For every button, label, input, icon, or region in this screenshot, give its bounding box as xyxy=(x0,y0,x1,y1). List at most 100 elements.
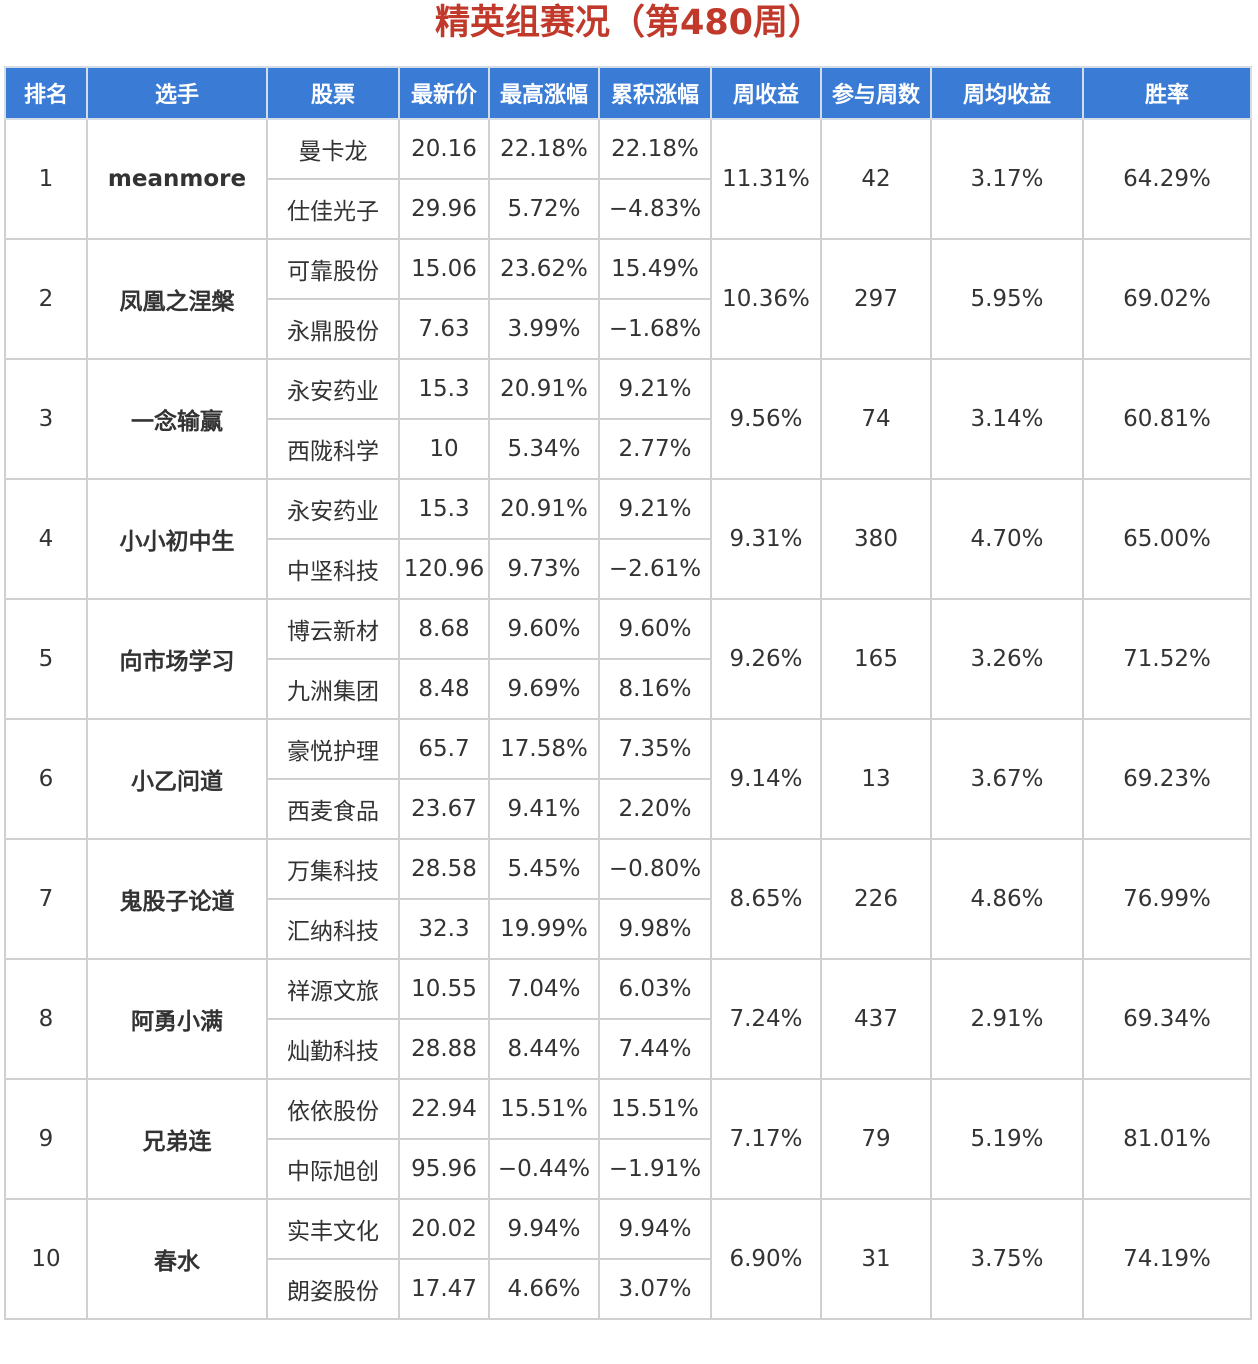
cumulative-gain: 7.44% xyxy=(598,1018,712,1080)
table-row: 2 凤凰之涅槃 可靠股份 15.06 23.62% 15.49% 10.36% 297 5.95… xyxy=(4,238,1252,360)
latest-price: 7.63 xyxy=(398,298,490,360)
win-rate: 71.52% xyxy=(1082,598,1252,720)
stock-name: 可靠股份 xyxy=(266,238,400,300)
max-gain: 22.18% xyxy=(488,118,600,180)
latest-price: 120.96 xyxy=(398,538,490,600)
rank-cell: 2 xyxy=(4,238,88,360)
weeks-count: 74 xyxy=(820,358,932,480)
cumulative-gain: 15.49% xyxy=(598,238,712,300)
stock-name: 曼卡龙 xyxy=(266,118,400,180)
page-title: 精英组赛况（第480周） xyxy=(434,3,824,43)
player-name: 小小初中生 xyxy=(86,478,268,600)
latest-price: 23.67 xyxy=(398,778,490,840)
rank-cell: 4 xyxy=(4,478,88,600)
win-rate: 64.29% xyxy=(1082,118,1252,240)
latest-price: 28.58 xyxy=(398,838,490,900)
win-rate: 65.00% xyxy=(1082,478,1252,600)
header-row: 排名 选手 股票 最新价 最高涨幅 累积涨幅 周收益 参与周数 周均收益 胜率 xyxy=(4,66,1252,120)
table-row: 5 向市场学习 博云新材 8.68 9.60% 9.60% 9.26% 165 3.26% 71.… xyxy=(4,598,1252,720)
win-rate: 76.99% xyxy=(1082,838,1252,960)
win-rate: 69.34% xyxy=(1082,958,1252,1080)
weekly-return: 9.56% xyxy=(710,358,822,480)
table-row: 西麦食品 23.67 9.41% 2.20% xyxy=(5,778,1251,840)
rank-cell: 3 xyxy=(4,358,88,480)
latest-price: 28.88 xyxy=(398,1018,490,1080)
rank-cell: 5 xyxy=(4,598,88,720)
weekly-return: 9.26% xyxy=(710,598,822,720)
header-stock: 股票 xyxy=(266,66,400,120)
stock-name: 九洲集团 xyxy=(266,658,400,720)
weeks-count: 31 xyxy=(820,1198,932,1320)
table-row: 1 meanmore 曼卡龙 20.16 22.18% 22.18% 11.31% 42 3.1… xyxy=(4,118,1252,240)
weeks-count: 437 xyxy=(820,958,932,1080)
cumulative-gain: −0.80% xyxy=(598,838,712,900)
cumulative-gain: 9.98% xyxy=(598,898,712,960)
stock-name: 万集科技 xyxy=(266,838,400,900)
stock-name: 灿勤科技 xyxy=(266,1018,400,1080)
header-rank: 排名 xyxy=(4,66,88,120)
max-gain: 9.94% xyxy=(488,1198,600,1260)
weeks-count: 79 xyxy=(820,1078,932,1200)
avg-return: 2.91% xyxy=(930,958,1084,1080)
header-avg-return: 周均收益 xyxy=(930,66,1084,120)
stock-name: 永安药业 xyxy=(266,478,400,540)
max-gain: 5.34% xyxy=(488,418,600,480)
max-gain: 15.51% xyxy=(488,1078,600,1140)
max-gain: 20.91% xyxy=(488,478,600,540)
weeks-count: 226 xyxy=(820,838,932,960)
table-row: 西陇科学 10 5.34% 2.77% xyxy=(5,418,1251,480)
ranking-table: 排名 选手 股票 最新价 最高涨幅 累积涨幅 周收益 参与周数 周均收益 胜率 … xyxy=(4,66,1252,1320)
weeks-count: 165 xyxy=(820,598,932,720)
table-row: 汇纳科技 32.3 19.99% 9.98% xyxy=(5,898,1251,960)
table-row: 灿勤科技 28.88 8.44% 7.44% xyxy=(5,1018,1251,1080)
weekly-return: 9.31% xyxy=(710,478,822,600)
stock-name: 实丰文化 xyxy=(266,1198,400,1260)
cumulative-gain: 7.35% xyxy=(598,718,712,780)
latest-price: 15.3 xyxy=(398,478,490,540)
win-rate: 74.19% xyxy=(1082,1198,1252,1320)
table-row: 8 阿勇小满 祥源文旅 10.55 7.04% 6.03% 7.24% 437 2.91% 69.… xyxy=(4,958,1252,1080)
table-row: 6 小乙问道 豪悦护理 65.7 17.58% 7.35% 9.14% 13 3.67% 69.2… xyxy=(4,718,1252,840)
rank-cell: 6 xyxy=(4,718,88,840)
weekly-return: 10.36% xyxy=(710,238,822,360)
player-name: 一念输赢 xyxy=(86,358,268,480)
cumulative-gain: 3.07% xyxy=(598,1258,712,1320)
table-row: 3 一念输赢 永安药业 15.3 20.91% 9.21% 9.56% 74 3.14% 60.8… xyxy=(4,358,1252,480)
table-row: 仕佳光子 29.96 5.72% −4.83% xyxy=(5,178,1251,240)
cumulative-gain: 9.21% xyxy=(598,358,712,420)
avg-return: 3.67% xyxy=(930,718,1084,840)
rank-cell: 1 xyxy=(4,118,88,240)
stock-name: 汇纳科技 xyxy=(266,898,400,960)
player-name: 小乙问道 xyxy=(86,718,268,840)
table-row: 4 小小初中生 永安药业 15.3 20.91% 9.21% 9.31% 380 4.70% 65… xyxy=(4,478,1252,600)
max-gain: 3.99% xyxy=(488,298,600,360)
avg-return: 4.86% xyxy=(930,838,1084,960)
latest-price: 17.47 xyxy=(398,1258,490,1320)
latest-price: 20.02 xyxy=(398,1198,490,1260)
stock-name: 西陇科学 xyxy=(266,418,400,480)
latest-price: 8.68 xyxy=(398,598,490,660)
weeks-count: 13 xyxy=(820,718,932,840)
max-gain: 20.91% xyxy=(488,358,600,420)
player-name: 鬼股子论道 xyxy=(86,838,268,960)
player-name: 向市场学习 xyxy=(86,598,268,720)
avg-return: 3.17% xyxy=(930,118,1084,240)
stock-name: 博云新材 xyxy=(266,598,400,660)
latest-price: 10 xyxy=(398,418,490,480)
latest-price: 22.94 xyxy=(398,1078,490,1140)
latest-price: 15.3 xyxy=(398,358,490,420)
cumulative-gain: −1.91% xyxy=(598,1138,712,1200)
cumulative-gain: 8.16% xyxy=(598,658,712,720)
max-gain: 19.99% xyxy=(488,898,600,960)
header-win-rate: 胜率 xyxy=(1082,66,1252,120)
win-rate: 69.02% xyxy=(1082,238,1252,360)
avg-return: 3.14% xyxy=(930,358,1084,480)
stock-name: 中际旭创 xyxy=(266,1138,400,1200)
header-cumulative-gain: 累积涨幅 xyxy=(598,66,712,120)
weekly-return: 8.65% xyxy=(710,838,822,960)
max-gain: 8.44% xyxy=(488,1018,600,1080)
player-name: 兄弟连 xyxy=(86,1078,268,1200)
max-gain: 4.66% xyxy=(488,1258,600,1320)
stock-name: 永鼎股份 xyxy=(266,298,400,360)
weekly-return: 7.24% xyxy=(710,958,822,1080)
